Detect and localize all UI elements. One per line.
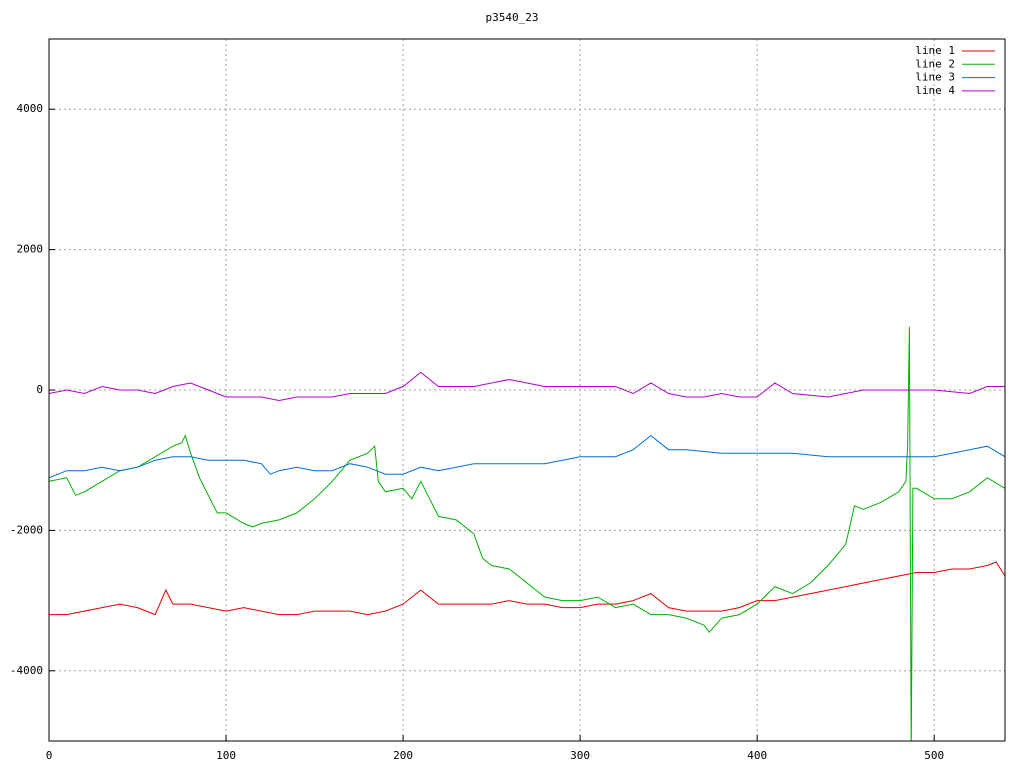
- data-line: [49, 371, 1005, 402]
- y-tick-label: -4000: [10, 664, 43, 677]
- data-line: [49, 326, 1005, 741]
- x-tick-label: 400: [747, 749, 767, 762]
- legend-label: line 2: [915, 57, 955, 70]
- y-tick-label: -2000: [10, 523, 43, 536]
- data-line: [49, 561, 1005, 616]
- x-tick-label: 300: [570, 749, 590, 762]
- x-tick-label: 0: [46, 749, 53, 762]
- y-tick-label: 4000: [17, 102, 44, 115]
- x-tick-label: 200: [393, 749, 413, 762]
- x-tick-label: 500: [924, 749, 944, 762]
- plot-border: [48, 38, 1006, 742]
- legend-label: line 3: [915, 71, 955, 84]
- plot-area: [49, 326, 1005, 741]
- legend-label: line 4: [915, 84, 955, 97]
- y-tick-label: 2000: [17, 243, 44, 256]
- chart-title: p3540_23: [486, 11, 539, 24]
- data-line: [49, 434, 1005, 479]
- y-tick-label: 0: [36, 383, 43, 396]
- x-tick-label: 100: [216, 749, 236, 762]
- legend-label: line 1: [915, 44, 955, 57]
